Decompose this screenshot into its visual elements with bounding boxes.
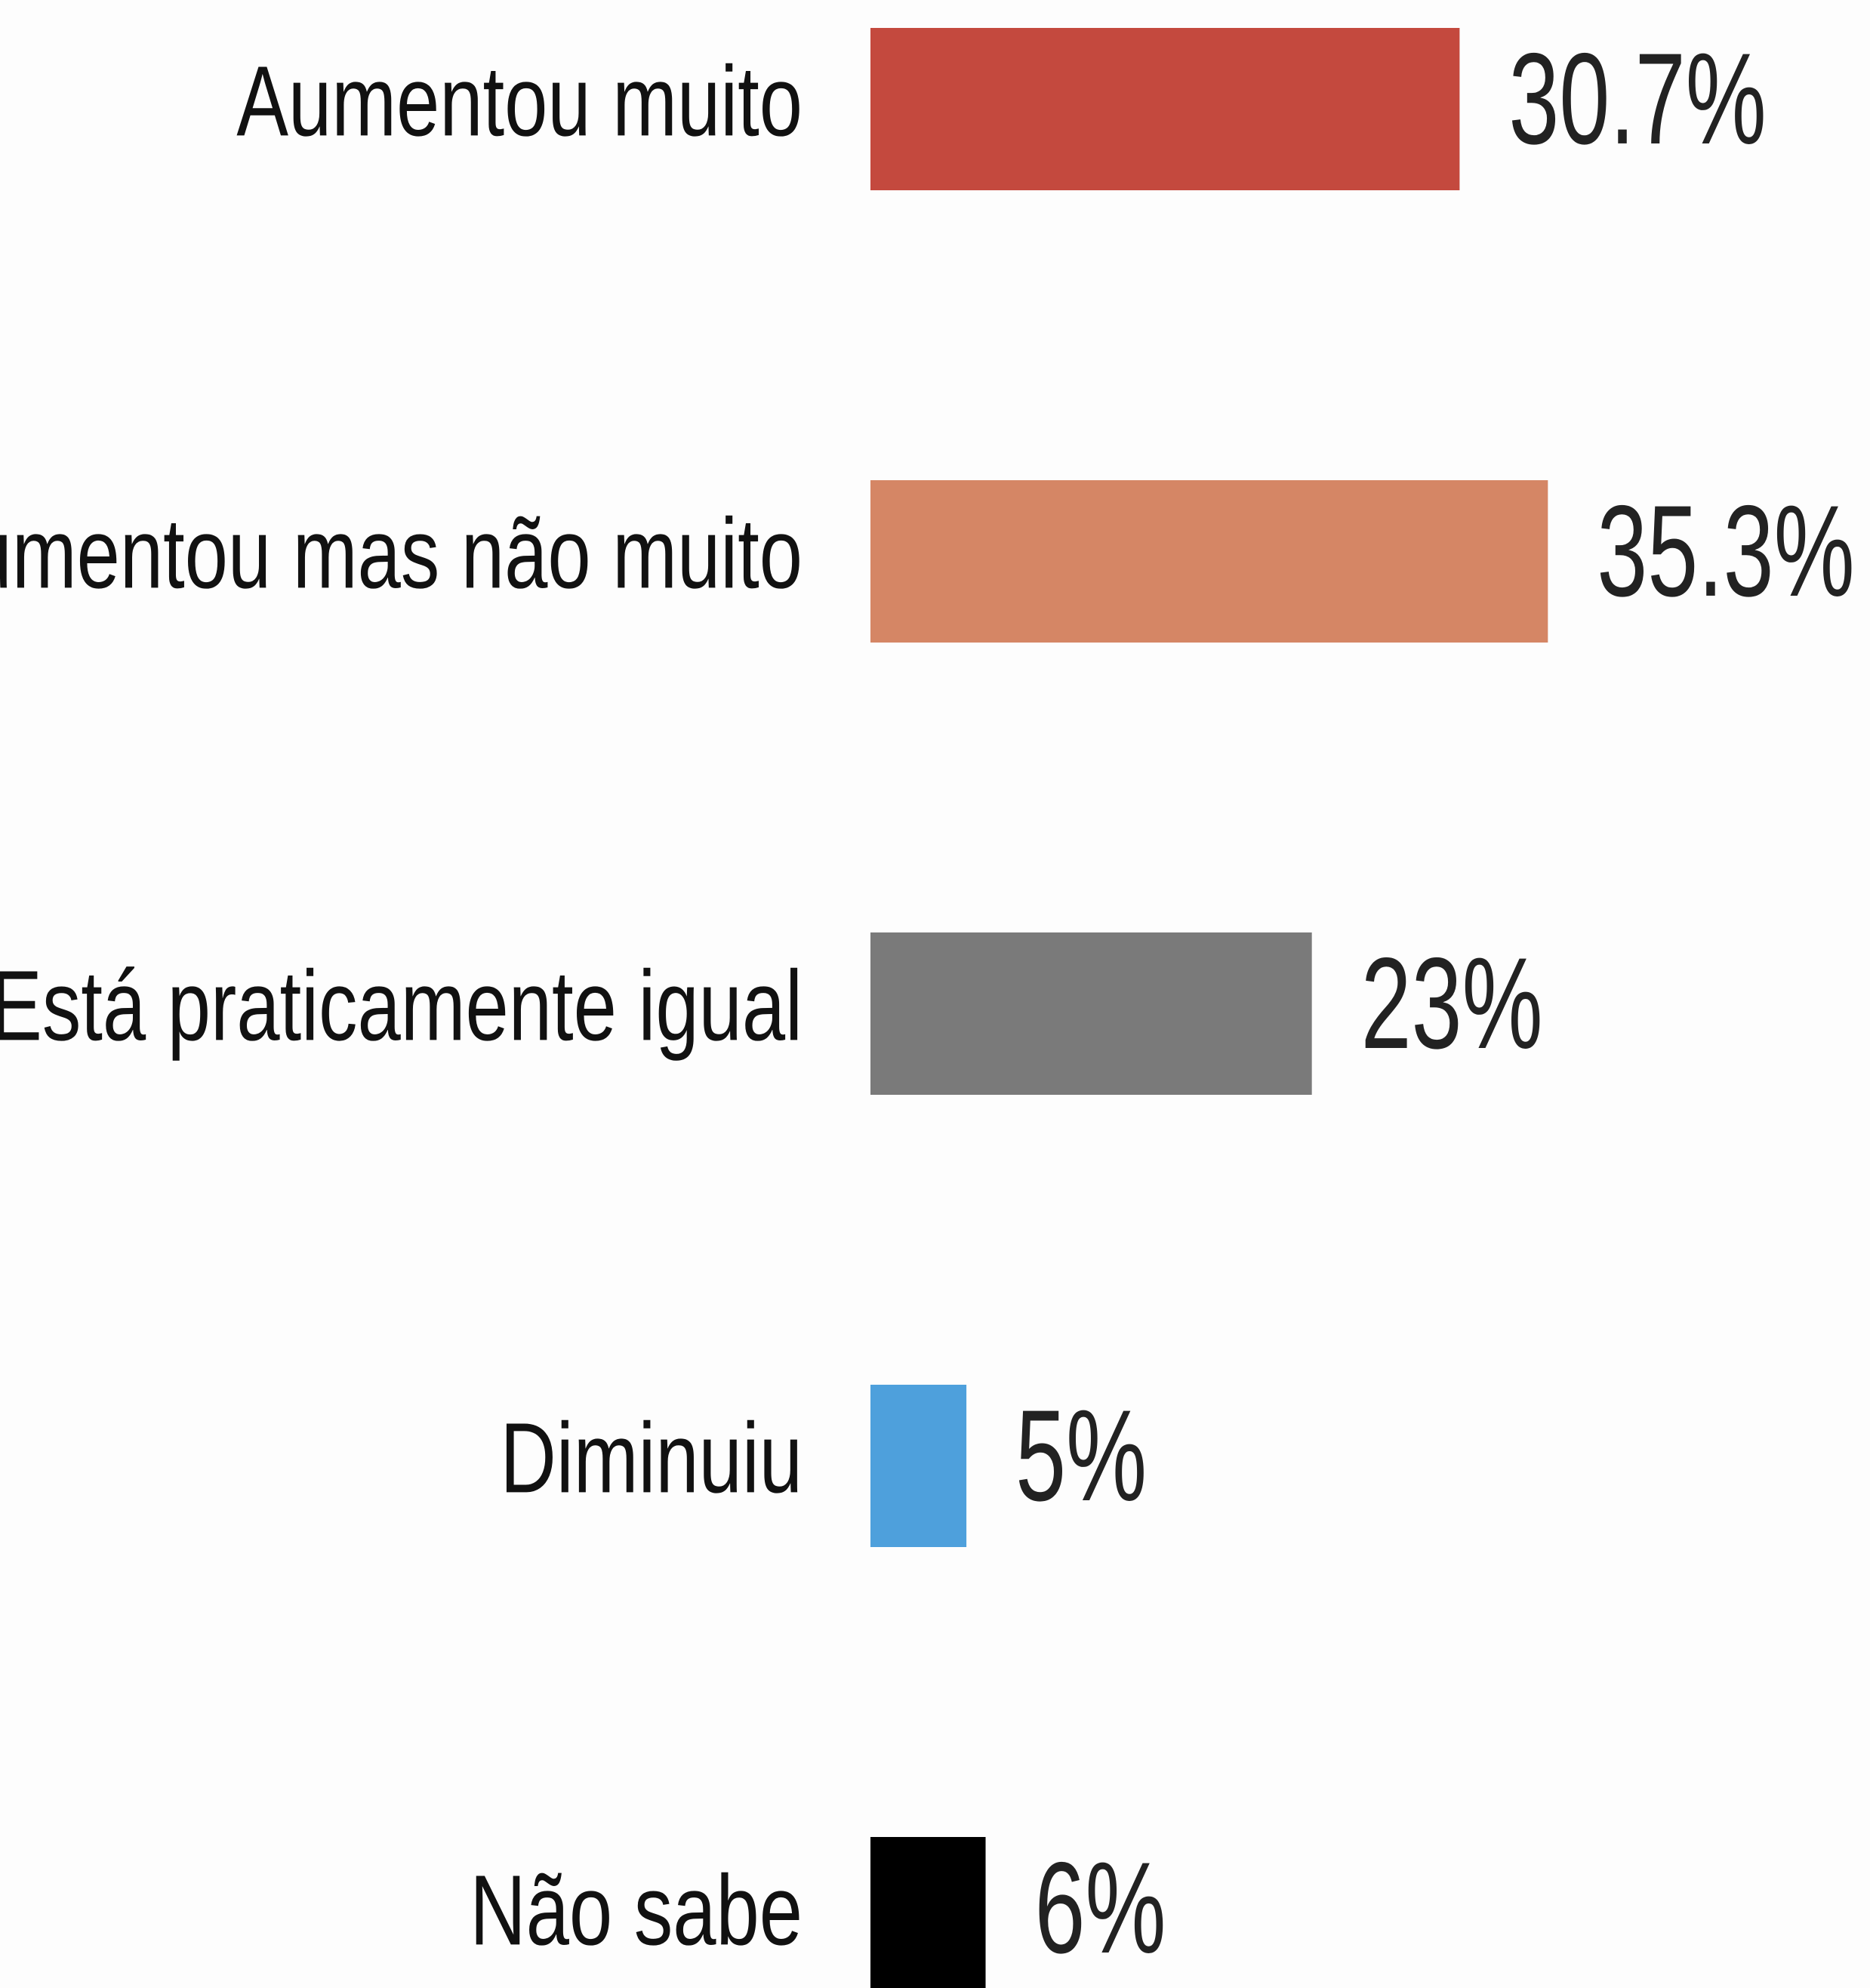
category-label: Aumentou mas não muito bbox=[0, 498, 803, 609]
bar bbox=[870, 1837, 986, 1988]
bar bbox=[870, 28, 1460, 190]
bar bbox=[870, 1385, 967, 1547]
category-label: Não sabe bbox=[470, 1855, 803, 1966]
value-label: 6% bbox=[1035, 1836, 1166, 1980]
bar bbox=[870, 932, 1312, 1095]
value-label: 30.7% bbox=[1508, 27, 1766, 171]
category-label: Diminuiu bbox=[501, 1403, 803, 1514]
value-label: 35.3% bbox=[1597, 479, 1854, 624]
value-label: 23% bbox=[1361, 932, 1543, 1076]
category-label: Está praticamente igual bbox=[0, 951, 803, 1062]
value-label: 5% bbox=[1015, 1384, 1147, 1528]
category-label: Aumentou muito bbox=[236, 46, 803, 157]
bar bbox=[870, 480, 1548, 643]
